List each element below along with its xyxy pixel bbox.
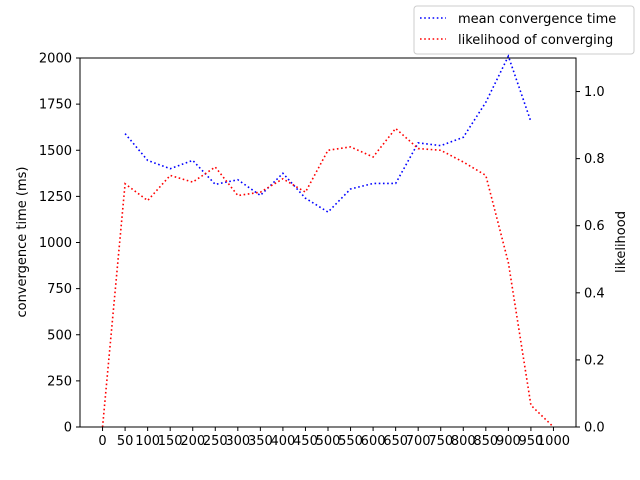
right-axis-label: likelihood (614, 211, 629, 273)
right-y-tick-label: 0.2 (584, 353, 605, 368)
left-y-tick-label: 250 (47, 374, 72, 389)
x-tick-label: 600 (361, 434, 386, 449)
left-y-tick-label: 750 (47, 282, 72, 297)
left-y-tick-label: 1250 (39, 190, 72, 205)
x-tick-label: 700 (406, 434, 431, 449)
plot-frame (79, 57, 577, 428)
x-tick-label: 1000 (537, 434, 570, 449)
x-tick-label: 300 (225, 434, 250, 449)
plot-area (101, 54, 555, 428)
x-tick-label: 650 (383, 434, 408, 449)
x-tick-label: 950 (518, 434, 543, 449)
legend: mean convergence time likelihood of conv… (413, 5, 635, 55)
x-tick-label: 250 (203, 434, 228, 449)
left-axis-label: convergence time (ms) (15, 167, 30, 318)
x-tick-label: 500 (316, 434, 341, 449)
x-tick-label: 50 (117, 434, 134, 449)
left-y-tick-label: 500 (47, 328, 72, 343)
x-tick-label: 0 (98, 434, 106, 449)
legend-box (413, 5, 635, 55)
left-y-tick-label: 1750 (39, 98, 72, 113)
x-tick-label: 350 (248, 434, 273, 449)
x-tick-label: 100 (135, 434, 160, 449)
x-tick-label: 850 (473, 434, 498, 449)
left-y-tick-label: 1500 (39, 144, 72, 159)
legend-label-mean-convergence-time: mean convergence time (458, 12, 616, 27)
x-tick-label: 550 (338, 434, 363, 449)
axes: 0 50 1001502002503003504004505005506006507… (39, 52, 605, 450)
right-y-tick-label: 0.4 (584, 286, 605, 301)
right-y-tick-label: 0.0 (584, 421, 605, 436)
x-tick-label: 450 (293, 434, 318, 449)
series-line-likelihood-of-converging (101, 127, 555, 428)
left-y-tick-label: 1000 (39, 236, 72, 251)
right-y-tick-label: 0.6 (584, 219, 605, 234)
left-y-tick-label: 0 (64, 421, 72, 436)
x-tick-label: 200 (180, 434, 205, 449)
legend-label-likelihood-of-converging: likelihood of converging (458, 33, 613, 48)
left-y-tick-label: 2000 (39, 52, 72, 67)
x-tick-label: 900 (496, 434, 521, 449)
x-tick-label: 800 (451, 434, 476, 449)
right-y-tick-label: 0.8 (584, 152, 605, 167)
x-tick-label: 400 (270, 434, 295, 449)
series-line-mean-convergence-time (124, 54, 532, 214)
x-tick-label: 150 (158, 434, 183, 449)
x-tick-label: 750 (428, 434, 453, 449)
right-y-tick-label: 1.0 (584, 85, 605, 100)
